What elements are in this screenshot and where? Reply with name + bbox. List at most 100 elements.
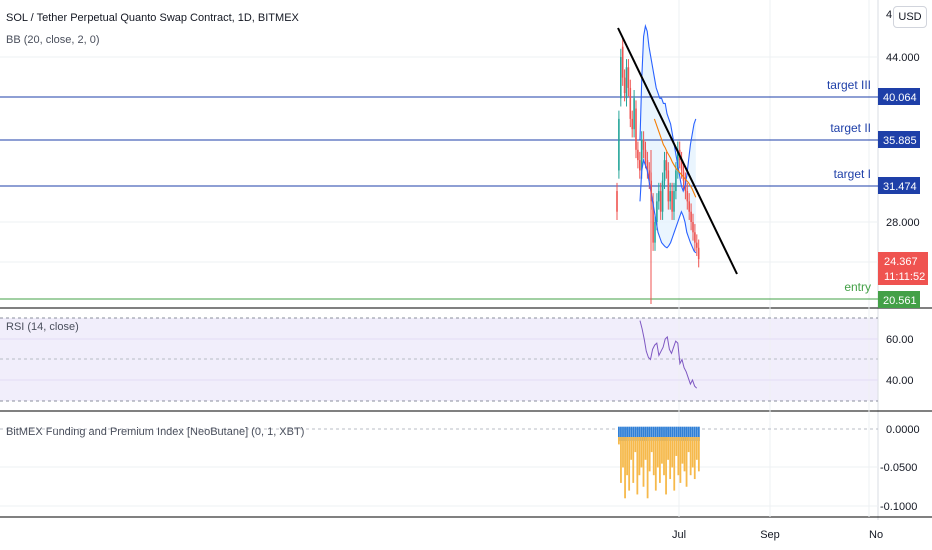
level-badge-entry[interactable] <box>878 291 920 308</box>
current-price-badge[interactable] <box>878 252 928 285</box>
funding-bar <box>656 426 659 441</box>
level-label-target-ii: target II <box>830 121 871 135</box>
candle-body <box>642 139 645 150</box>
x-tick-no: No <box>869 529 883 541</box>
funding-bar <box>677 426 680 441</box>
premium-bar <box>665 437 667 495</box>
funding-bar <box>618 426 620 441</box>
funding-bar <box>689 426 692 441</box>
candle-body <box>629 87 632 119</box>
candle-body <box>640 139 643 171</box>
bb-upper-band <box>639 23 697 193</box>
premium-bar <box>630 437 633 460</box>
candle-body <box>658 191 660 202</box>
premium-bar <box>620 437 622 483</box>
candle-body <box>694 232 696 243</box>
candle-body <box>692 222 694 233</box>
rsi-tick-40: 40.00 <box>886 375 914 387</box>
candle-body <box>696 242 698 248</box>
level-value-entry: 20.561 <box>883 295 917 307</box>
candle-body <box>680 160 683 171</box>
funding-bar <box>632 426 635 441</box>
candle-body <box>633 98 635 130</box>
premium-bar <box>661 437 663 464</box>
premium-bar <box>638 437 641 476</box>
funding-bar <box>665 426 667 441</box>
level-value-target-i: 31.474 <box>883 181 917 193</box>
bb-basis <box>653 118 697 198</box>
premium-bar <box>679 437 682 483</box>
funding-bar <box>650 426 653 441</box>
trend-line[interactable] <box>617 27 738 275</box>
level-badge-target-iii[interactable] <box>878 88 920 105</box>
funding-bar <box>681 426 684 441</box>
funding-bar <box>634 426 637 441</box>
premium-bar <box>640 437 643 468</box>
candle-body <box>690 211 692 222</box>
premium-bar <box>652 437 655 476</box>
price-pane[interactable] <box>0 0 878 308</box>
candle-body <box>697 247 700 260</box>
funding-bar <box>691 426 694 441</box>
candle-body <box>665 160 668 171</box>
premium-bar <box>642 437 645 487</box>
candle-body <box>616 191 618 212</box>
funding-bar <box>679 426 682 441</box>
candle-body <box>625 67 628 99</box>
candle-body <box>620 57 622 99</box>
candle-body <box>686 191 689 202</box>
funding-bar <box>648 426 651 441</box>
premium-bar <box>654 437 657 491</box>
funding-bar <box>626 426 628 441</box>
y-tick-28: 28.000 <box>886 217 920 229</box>
candle-body <box>659 191 662 212</box>
candle-body <box>644 149 647 161</box>
bb-lower-band <box>639 157 697 254</box>
premium-bar <box>667 437 669 460</box>
level-badge-target-i[interactable] <box>878 177 920 194</box>
candle-body <box>635 108 637 150</box>
premium-bar <box>626 437 628 476</box>
bb-indicator-label[interactable]: BB (20, close, 2, 0) <box>6 34 100 46</box>
funding-bar <box>640 426 643 441</box>
funding-bar <box>654 426 657 441</box>
funding-bar <box>671 426 674 441</box>
candle-body <box>663 160 666 181</box>
candle-body <box>682 170 685 181</box>
funding-tick-005: -0.0500 <box>880 462 917 474</box>
funding-indicator-label[interactable]: BitMEX Funding and Premium Index [NeoBut… <box>6 426 305 438</box>
x-tick-sep: Sep <box>760 529 780 541</box>
premium-bar <box>687 437 690 453</box>
funding-bar <box>663 426 665 441</box>
funding-bar <box>697 426 700 441</box>
candle-body <box>654 222 656 243</box>
symbol-title[interactable]: SOL / Tether Perpetual Quanto Swap Contr… <box>6 12 299 24</box>
y-tick-top-partial: 4 <box>886 9 892 21</box>
candle-body <box>639 160 641 171</box>
premium-bar <box>656 437 659 468</box>
candle-body <box>667 170 670 202</box>
funding-bar <box>638 426 641 441</box>
premium-bar <box>689 437 692 476</box>
rsi-indicator-label[interactable]: RSI (14, close) <box>6 321 79 333</box>
premium-bar <box>636 437 639 495</box>
premium-bar <box>659 437 661 483</box>
level-badge-target-ii[interactable] <box>878 131 920 148</box>
currency-button[interactable]: USD <box>893 6 927 28</box>
current-price-value: 24.367 <box>884 256 918 268</box>
premium-bar <box>618 437 620 445</box>
funding-bar <box>693 426 696 441</box>
funding-bar <box>673 426 676 441</box>
premium-bar <box>697 437 700 472</box>
funding-bar <box>642 426 645 441</box>
premium-bar <box>681 437 684 464</box>
funding-bars <box>618 426 700 499</box>
premium-bar <box>624 437 626 499</box>
funding-bar <box>695 426 698 441</box>
premium-bar <box>650 437 653 453</box>
level-label-target-iii: target III <box>827 78 871 92</box>
rsi-tick-60: 60.00 <box>886 334 914 346</box>
premium-bar <box>677 437 680 476</box>
candle-body <box>675 170 677 192</box>
